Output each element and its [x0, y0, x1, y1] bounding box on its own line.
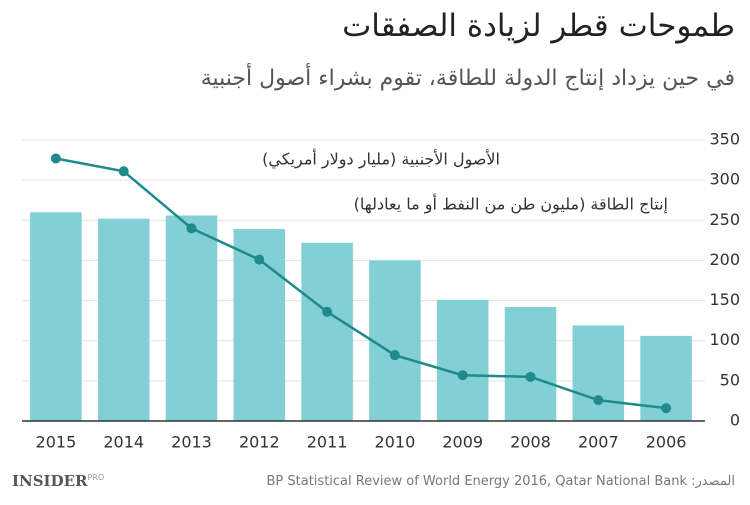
x-tick-label: 2009	[442, 433, 483, 452]
bar	[369, 260, 421, 421]
point	[254, 254, 265, 265]
bar	[572, 325, 625, 421]
bar	[436, 299, 489, 421]
x-tick-label: 2014	[103, 433, 144, 452]
bar	[504, 306, 557, 421]
y-tick-label: 0	[730, 411, 740, 430]
x-tick-label: 2015	[36, 433, 77, 452]
x-tick-label: 2013	[171, 433, 212, 452]
x-tick-label: 2011	[307, 433, 348, 452]
line	[55, 157, 667, 410]
legend-label: الأصول الأجنبية (مليار دولار أمريكي)	[262, 149, 500, 170]
x-tick-label: 2006	[646, 433, 687, 452]
point	[322, 306, 333, 317]
point	[525, 371, 536, 382]
y-tick-label: 100	[709, 330, 740, 349]
y-tick-label: 300	[709, 170, 740, 189]
bar	[97, 218, 150, 421]
point	[389, 350, 400, 361]
y-tick-label: 200	[709, 250, 740, 269]
logo-name: INSIDER	[12, 472, 88, 490]
y-tick-label: 250	[709, 210, 740, 229]
y-tick-label: 150	[709, 290, 740, 309]
point	[50, 153, 61, 164]
x-tick-label: 2008	[510, 433, 551, 452]
logo-tag: PRO	[87, 473, 105, 482]
chart-title: طموحات قطر لزيادة الصفقات	[342, 8, 735, 44]
bar	[165, 215, 218, 421]
point	[118, 166, 129, 177]
bar	[30, 212, 82, 421]
chart-subtitle: في حين يزداد إنتاج الدولة للطاقة، تقوم ب…	[200, 66, 735, 91]
point	[457, 370, 468, 381]
logo: INSIDERPRO	[12, 472, 104, 490]
x-tick-label: 2007	[578, 433, 619, 452]
x-tick-label: 2012	[239, 433, 280, 452]
bar	[301, 242, 353, 421]
y-tick-label: 50	[720, 370, 740, 389]
point	[661, 403, 672, 414]
legend-label: إنتاج الطاقة (مليون طن من النفط أو ما يع…	[354, 194, 668, 215]
source: المصدر: BP Statistical Review of World E…	[266, 474, 736, 489]
y-tick-label: 350	[709, 130, 740, 149]
point	[593, 395, 604, 406]
x-tick-label: 2010	[375, 433, 416, 452]
point	[186, 223, 197, 234]
